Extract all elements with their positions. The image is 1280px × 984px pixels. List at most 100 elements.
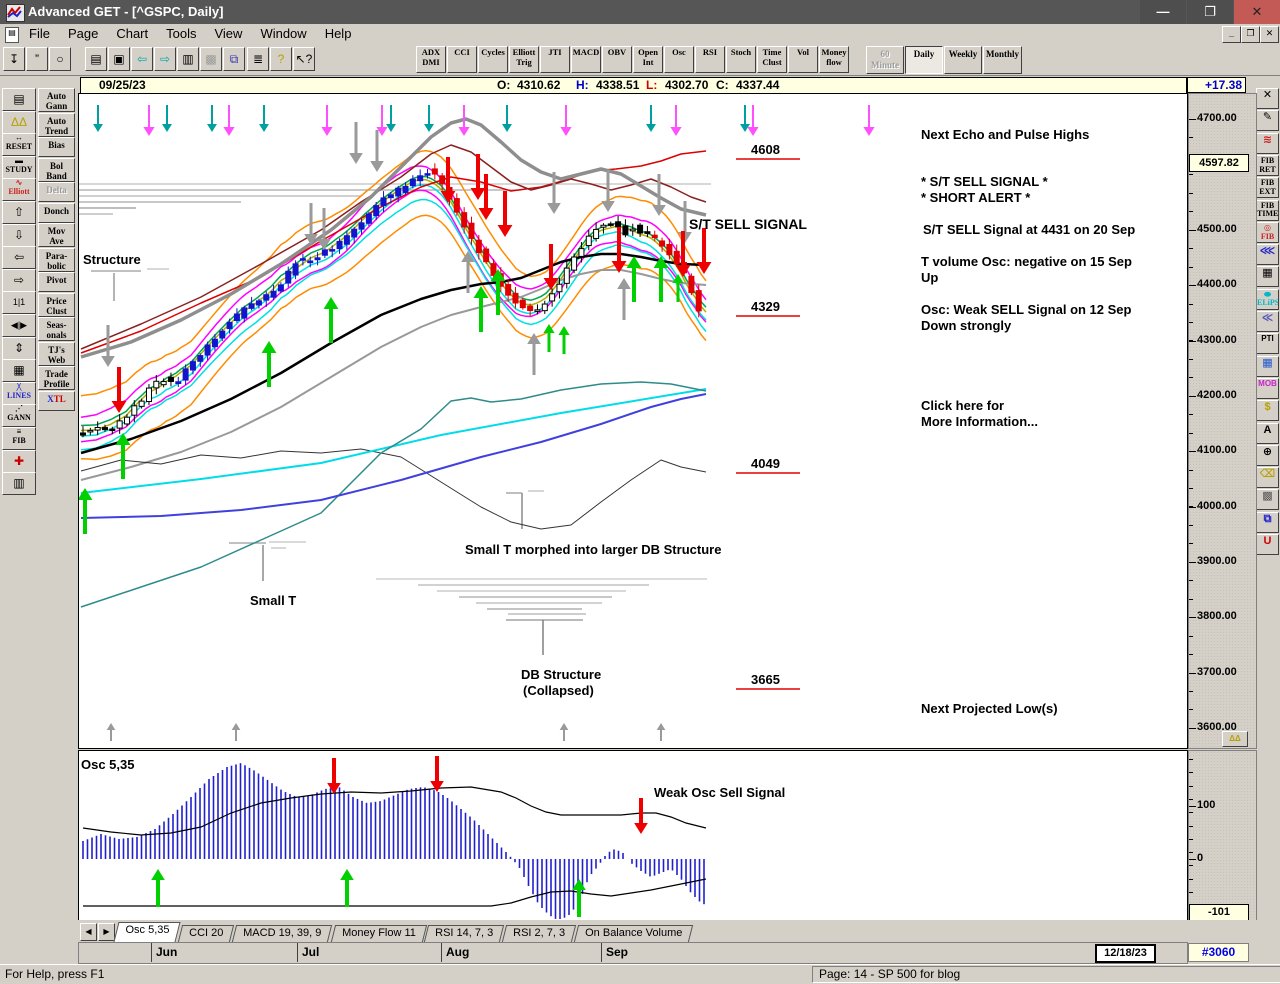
grid2-button[interactable]: ▦ xyxy=(1256,355,1279,377)
indicator-open-int-button[interactable]: Open Int xyxy=(633,46,663,73)
scales-button[interactable]: ΔΔ xyxy=(2,110,36,134)
indicator-osc-button[interactable]: Osc xyxy=(664,46,694,73)
pencil-button[interactable]: ✎ xyxy=(1256,110,1279,132)
main-chart-canvas[interactable]: 4608 4329 4049 3665 S/T SELL SIGNAL Structure… xyxy=(77,94,1185,746)
pages-button[interactable]: ⧉ xyxy=(1256,511,1279,533)
indicator-time-clust-button[interactable]: Time Clust xyxy=(757,46,787,73)
save-icon[interactable]: ▣ xyxy=(108,47,130,71)
fan-lines-button[interactable]: ⋘ xyxy=(1256,244,1279,266)
open-chart-button[interactable]: ▤ xyxy=(2,88,36,111)
tab-rsi-2-7-3[interactable]: RSI 2, 7, 3 xyxy=(502,925,577,942)
step-button[interactable]: ◀|▶ xyxy=(2,314,36,337)
indicator-stoch-button[interactable]: Stoch xyxy=(726,46,756,73)
oscillator-canvas[interactable]: Osc 5,35 Weak Osc Sell Signal xyxy=(79,751,1185,921)
reset-button[interactable]: ↔ RESET xyxy=(2,133,36,157)
tab-osc-5-35[interactable]: Osc 5,35 xyxy=(113,922,181,942)
mdi-restore-button[interactable]: ❐ xyxy=(1241,26,1260,43)
quote-icon[interactable]: ” xyxy=(26,47,48,71)
seasonals-button[interactable]: Seas-onals xyxy=(38,317,75,341)
study-button[interactable]: ▬ STUDY xyxy=(2,155,36,179)
timeframe-weekly-button[interactable]: Weekly xyxy=(944,46,982,74)
pti-button[interactable]: PTI xyxy=(1256,333,1279,355)
end-date-box[interactable]: 12/18/23 xyxy=(1095,944,1156,963)
timeframe-daily-button[interactable]: Daily xyxy=(905,46,943,74)
pin-icon[interactable]: ↧ xyxy=(3,47,25,71)
mob-button[interactable]: MOB xyxy=(1256,377,1279,399)
timeframe-monthly-button[interactable]: Monthly xyxy=(983,46,1023,74)
u-turn-button[interactable]: U xyxy=(1256,534,1279,555)
xtl-button[interactable]: XTL xyxy=(38,390,75,411)
bias-button[interactable]: Bias xyxy=(38,137,75,157)
tab-rsi-14-7-3[interactable]: RSI 14, 7, 3 xyxy=(424,925,505,942)
menu-help[interactable]: Help xyxy=(324,26,352,41)
help-icon[interactable]: ? xyxy=(270,47,292,71)
menu-window[interactable]: Window xyxy=(260,26,307,41)
auto-trend-button[interactable]: Auto Trend xyxy=(38,112,75,137)
delete-drawing-button[interactable]: ✕ xyxy=(1256,88,1279,109)
maximize-button[interactable]: ❐ xyxy=(1187,0,1233,24)
cascade-icon[interactable]: ⧉ xyxy=(223,47,245,71)
trendlines-button[interactable]: ≋ xyxy=(1256,132,1279,154)
bol-band-button[interactable]: Bol Band xyxy=(38,157,75,182)
tjs-web-button[interactable]: TJ's Web xyxy=(38,341,75,366)
indicator-cycles-button[interactable]: Cycles xyxy=(478,46,508,73)
menu-chart[interactable]: Chart xyxy=(116,26,149,41)
print-icon[interactable]: ≣ xyxy=(247,47,269,71)
grid-lines-button[interactable]: ▦ xyxy=(1256,266,1279,288)
tile-button[interactable]: 1|1 xyxy=(2,291,36,315)
close-chart-icon[interactable]: ▩ xyxy=(200,47,222,71)
money-study-button[interactable]: $ xyxy=(1256,400,1279,422)
menu-file[interactable]: File xyxy=(29,26,50,41)
parallel-lines-button[interactable]: ≪ xyxy=(1256,311,1279,332)
parabolic-button[interactable]: Para-bolic xyxy=(38,247,75,272)
mov-ave-button[interactable]: Mov Ave xyxy=(38,223,75,247)
menu-view[interactable]: View xyxy=(214,26,243,41)
zoom-icon[interactable]: ○ xyxy=(49,47,71,71)
tile-chart-icon[interactable]: ▥ xyxy=(177,47,199,71)
arrow-left-button[interactable]: ⇦ xyxy=(2,246,36,270)
menu-tools[interactable]: Tools xyxy=(166,26,197,41)
indicator-cci-button[interactable]: CCI xyxy=(447,46,477,73)
tab-money-flow-11[interactable]: Money Flow 11 xyxy=(330,925,427,942)
tab-scroll-right[interactable]: ▶ xyxy=(98,923,115,941)
scale-lock-button[interactable]: ΔΔ xyxy=(1222,731,1248,747)
indicator-jti-button[interactable]: JTI xyxy=(540,46,570,73)
mdi-close-button[interactable]: ✕ xyxy=(1260,26,1279,43)
pattern-button[interactable]: ▩ xyxy=(1256,489,1279,511)
arrow-up-button[interactable]: ⇧ xyxy=(2,201,36,224)
donch-button[interactable]: Donch xyxy=(38,202,75,223)
new-chart-icon[interactable]: ▤ xyxy=(85,47,107,71)
compress-button[interactable]: ⇕ xyxy=(2,336,36,360)
grid-button[interactable]: ▦ xyxy=(2,359,36,383)
tab-on-balance-volume[interactable]: On Balance Volume xyxy=(574,925,694,942)
prev-chart-icon[interactable]: ⇦ xyxy=(131,47,153,71)
indicator-vol-button[interactable]: Vol xyxy=(788,46,818,73)
zoom-tool-button[interactable]: ⊕ xyxy=(1256,444,1279,466)
minimize-button[interactable]: — xyxy=(1140,0,1186,24)
tab-scroll-left[interactable]: ◀ xyxy=(80,923,97,941)
pivot-button[interactable]: Pivot xyxy=(38,272,75,292)
eraser-button[interactable]: ⌫ xyxy=(1256,467,1279,489)
lines-button[interactable]: ╳ LINES xyxy=(2,381,36,405)
mdi-minimize-button[interactable]: _ xyxy=(1222,26,1241,43)
fib-retrace-button[interactable]: FIB RET xyxy=(1256,154,1279,176)
tab-cci-20[interactable]: CCI 20 xyxy=(177,925,235,942)
delta-button[interactable]: Delta xyxy=(38,182,75,202)
menu-page[interactable]: Page xyxy=(67,26,99,41)
next-chart-icon[interactable]: ⇨ xyxy=(154,47,176,71)
context-help-icon[interactable]: ↖? xyxy=(293,47,315,71)
price-axis[interactable]: 4700.00 4500.00 4400.00 4300.00 4200.00 4100.… xyxy=(1188,93,1257,749)
cross-button[interactable]: ✚ xyxy=(2,449,36,473)
gann-button[interactable]: ⋰ GANN xyxy=(2,404,36,428)
oscillator-pane[interactable]: Osc 5,35 Weak Osc Sell Signal xyxy=(78,750,1188,922)
main-chart-pane[interactable]: 4608 4329 4049 3665 S/T SELL SIGNAL Structure… xyxy=(77,93,1188,749)
oscillator-axis[interactable]: 100 0 -101 xyxy=(1188,750,1257,942)
fib-button[interactable]: ≡ FIB xyxy=(2,427,36,450)
indicator-rsi-button[interactable]: RSI xyxy=(695,46,725,73)
price-clust-button[interactable]: Price Clust xyxy=(38,292,75,317)
indicator-money-flow-button[interactable]: Money flow xyxy=(819,46,849,73)
arrow-right-button[interactable]: ⇨ xyxy=(2,268,36,292)
auto-gann-button[interactable]: Auto Gann xyxy=(38,88,75,112)
close-button[interactable]: ✕ xyxy=(1234,0,1280,24)
tab-macd-19-39-9[interactable]: MACD 19, 39, 9 xyxy=(232,925,333,942)
